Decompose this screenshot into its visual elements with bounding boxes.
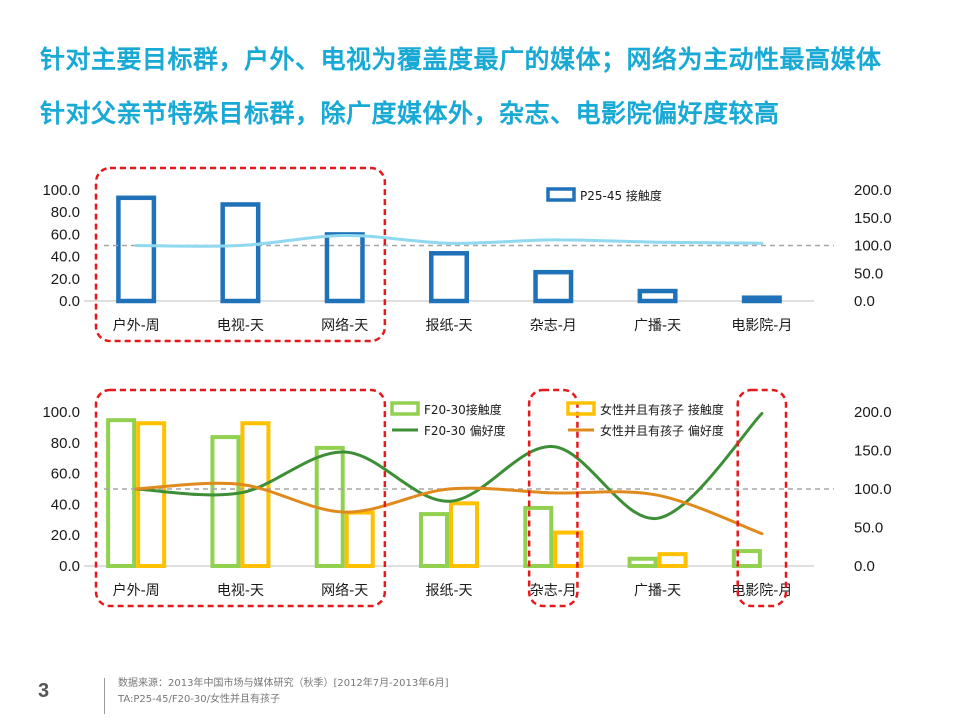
- bar: [533, 269, 574, 304]
- category-label: 电影院-月: [731, 583, 792, 599]
- series-line: [134, 412, 764, 520]
- category-label: 杂志-月: [530, 583, 577, 599]
- footer-divider: [104, 678, 105, 714]
- bar: [731, 549, 762, 568]
- bar: [523, 505, 554, 569]
- y-tick-left: 40.0: [51, 496, 80, 513]
- chart-p25-contact: 0.0 20.0 40.0 60.0 80.0 100.0 0.0 50.0 100.0 150.…: [42, 166, 892, 343]
- category-label: 电视-天: [217, 583, 264, 599]
- highlight-box: [94, 166, 387, 343]
- y-tick-right: 100.0: [854, 481, 892, 498]
- y-tick-left: 60.0: [51, 226, 80, 243]
- y-tick-left: 80.0: [51, 204, 80, 221]
- series-line: [134, 233, 764, 248]
- bar: [344, 510, 375, 568]
- bar: [553, 530, 584, 568]
- y-tick-right: 150.0: [854, 443, 892, 460]
- bar: [210, 435, 241, 568]
- legend-swatch: [390, 401, 420, 416]
- y-tick-right: 200.0: [854, 182, 892, 199]
- highlight-box: [94, 388, 387, 608]
- y-tick-left: 100.0: [42, 182, 80, 199]
- series-line: [134, 481, 764, 536]
- category-label: 报纸-天: [425, 583, 472, 599]
- category-label: 户外-周: [113, 582, 160, 599]
- y-tick-right: 0.0: [854, 293, 875, 310]
- category-label: 电视-天: [217, 318, 264, 334]
- legend-label: 女性并且有孩子 偏好度: [600, 423, 724, 438]
- highlight-box: [527, 388, 579, 608]
- y-tick-left: 0.0: [59, 558, 80, 575]
- category-label: 网络-天: [321, 318, 368, 334]
- y-tick-right: 150.0: [854, 210, 892, 227]
- bar: [324, 232, 365, 304]
- y-tick-left: 20.0: [51, 527, 80, 544]
- bar: [419, 512, 449, 568]
- footer: 3 数据来源：2013年中国市场与媒体研究（秋季）[2012年7月-2013年6…: [0, 668, 960, 720]
- y-tick-right: 50.0: [854, 265, 883, 282]
- bar: [741, 295, 782, 304]
- category-label: 广播-天: [634, 318, 681, 334]
- legend-label: F20-30 偏好度: [424, 423, 506, 438]
- headline-line-1: 针对主要目标群，户外、电视为覆盖度最广的媒体；网络为主动性最高媒体: [40, 45, 882, 74]
- y-tick-right: 50.0: [854, 520, 883, 537]
- headline-line-2: 针对父亲节特殊目标群，除广度媒体外，杂志、电影院偏好度较高: [40, 99, 780, 128]
- category-label: 电影院-月: [731, 318, 792, 334]
- category-label: 报纸-天: [425, 318, 472, 334]
- source-note: 数据来源：2013年中国市场与媒体研究（秋季）[2012年7月-2013年6月]: [118, 678, 449, 689]
- page-number: 3: [38, 680, 50, 702]
- bar: [449, 501, 479, 568]
- bar: [657, 552, 688, 568]
- y-tick-left: 20.0: [51, 271, 80, 288]
- y-tick-left: 80.0: [51, 435, 80, 452]
- category-label: 广播-天: [634, 583, 681, 599]
- bar: [240, 421, 271, 568]
- legend-swatch: [566, 401, 596, 416]
- bar: [627, 556, 658, 568]
- bar: [136, 421, 167, 568]
- target-audience-note: TA:P25-45/F20-30/女性并且有孩子: [118, 694, 281, 705]
- category-label: 网络-天: [321, 583, 368, 599]
- legend-label: 女性并且有孩子 接触度: [600, 402, 724, 417]
- bar: [220, 202, 261, 304]
- y-tick-right: 200.0: [854, 404, 892, 421]
- bar: [106, 418, 137, 568]
- y-tick-left: 0.0: [59, 293, 80, 310]
- y-tick-left: 60.0: [51, 466, 80, 483]
- y-tick-left: 100.0: [42, 404, 80, 421]
- y-tick-right: 0.0: [854, 558, 875, 575]
- y-tick-right: 100.0: [854, 238, 892, 255]
- chart-f20-mother-contact-preference: 0.0 20.0 40.0 60.0 80.0 100.0 0.0 50.0 100.0 150.…: [42, 388, 892, 608]
- bar: [429, 251, 469, 304]
- y-tick-left: 40.0: [51, 249, 80, 266]
- legend-label: F20-30接触度: [424, 402, 502, 417]
- category-label: 户外-周: [113, 317, 160, 334]
- legend-label: P25-45 接触度: [580, 188, 662, 203]
- category-label: 杂志-月: [530, 318, 577, 334]
- bar: [637, 288, 678, 304]
- legend-swatch: [546, 187, 576, 202]
- bar: [116, 195, 157, 304]
- highlight-box: [736, 388, 788, 608]
